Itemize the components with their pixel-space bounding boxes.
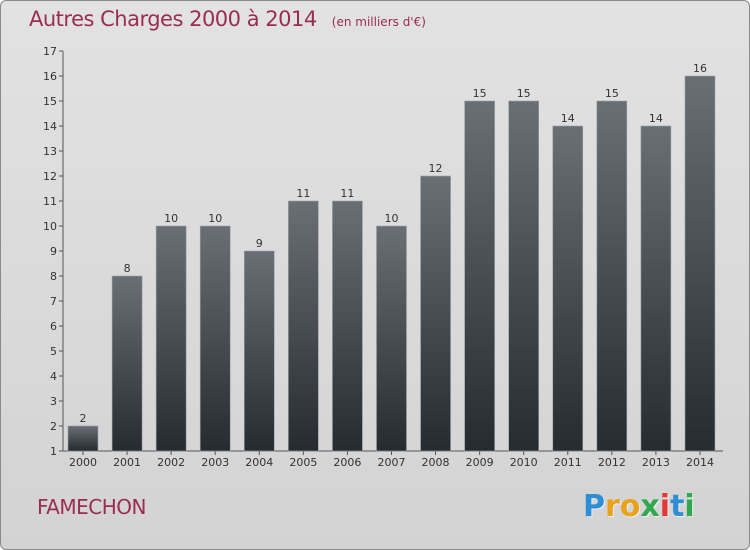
logo-letter: r [605,489,620,524]
chart-title: Autres Charges 2000 à 2014 [29,7,317,31]
x-tick-label: 2011 [554,456,582,469]
data-label: 2 [80,412,87,425]
title-block: Autres Charges 2000 à 2014 (en milliers … [29,7,426,31]
x-tick-label: 2001 [113,456,141,469]
bar-2002[interactable] [155,225,187,452]
y-tick-label: 12 [43,170,57,183]
bar-2014[interactable] [684,75,716,452]
data-label: 15 [605,87,619,100]
y-tick-label: 4 [50,370,57,383]
y-tick-label: 17 [43,45,57,58]
bar-2009[interactable] [464,100,495,452]
logo-letter: P [583,489,605,524]
y-tick-label: 3 [50,395,57,408]
x-tick-label: 2012 [598,456,626,469]
x-tick-label: 2010 [510,456,538,469]
y-tick-label: 14 [43,120,57,133]
x-tick-label: 2014 [686,456,714,469]
y-tick-label: 1 [50,445,57,458]
data-label: 11 [296,187,310,200]
y-tick-label: 7 [50,295,57,308]
y-tick-label: 13 [43,145,57,158]
bar-2003[interactable] [199,225,231,452]
data-labels: 2 8 10 10 9 11 11 10 12 15 15 14 15 14 16 [80,62,707,425]
bar-2013[interactable] [640,125,672,452]
data-label: 15 [473,87,487,100]
y-tick-label: 9 [50,245,57,258]
x-tick-label: 2006 [333,456,361,469]
bar-2001[interactable] [111,275,143,452]
y-tick-label: 2 [50,420,57,433]
data-label: 14 [561,112,575,125]
bar-2006[interactable] [332,200,363,452]
bar-2005[interactable] [288,200,319,452]
data-label: 15 [517,87,531,100]
y-tick-label: 8 [50,270,57,283]
y-tick-label: 10 [43,220,57,233]
bar-2012[interactable] [596,100,628,452]
y-tick-label: 5 [50,345,57,358]
data-label: 8 [124,262,131,275]
data-label: 10 [164,212,178,225]
x-tick-label: 2005 [289,456,317,469]
data-label: 12 [429,162,443,175]
y-tick-label: 16 [43,70,57,83]
data-label: 16 [693,62,707,75]
bar-2008[interactable] [420,175,451,452]
commune-name: FAMECHON [37,495,146,519]
y-tick-label: 6 [50,320,57,333]
logo-letter: o [619,489,641,524]
bars [67,75,716,452]
logo-letter: x [640,489,660,524]
data-label: 10 [384,212,398,225]
logo-letter: i [659,489,671,524]
x-tick-label: 2013 [642,456,670,469]
bar-2000[interactable] [67,425,99,452]
x-tick-label: 2004 [245,456,273,469]
x-tick-label: 2009 [466,456,494,469]
bar-2011[interactable] [552,125,584,452]
y-tick-label: 15 [43,95,57,108]
bar-2004[interactable] [243,250,275,452]
x-tick-label: 2003 [201,456,229,469]
data-label: 11 [340,187,354,200]
bar-2007[interactable] [376,225,407,452]
proxiti-logo[interactable]: Proxiti [583,489,695,524]
logo-letter: t [670,489,685,524]
x-tick-label: 2002 [157,456,185,469]
x-tick-label: 2007 [377,456,405,469]
x-tick-label: 2008 [422,456,450,469]
chart-subtitle: (en milliers d'€) [331,15,426,29]
bar-2010[interactable] [508,100,540,452]
data-label: 9 [256,237,263,250]
x-tick-label: 2000 [69,456,97,469]
y-tick-label: 11 [43,195,57,208]
logo-letter: i [684,489,695,524]
x-axis: 2000 2001 2002 2003 2004 2005 2006 2007 2008 2009… [63,450,723,469]
data-label: 14 [649,112,663,125]
data-label: 10 [208,212,222,225]
